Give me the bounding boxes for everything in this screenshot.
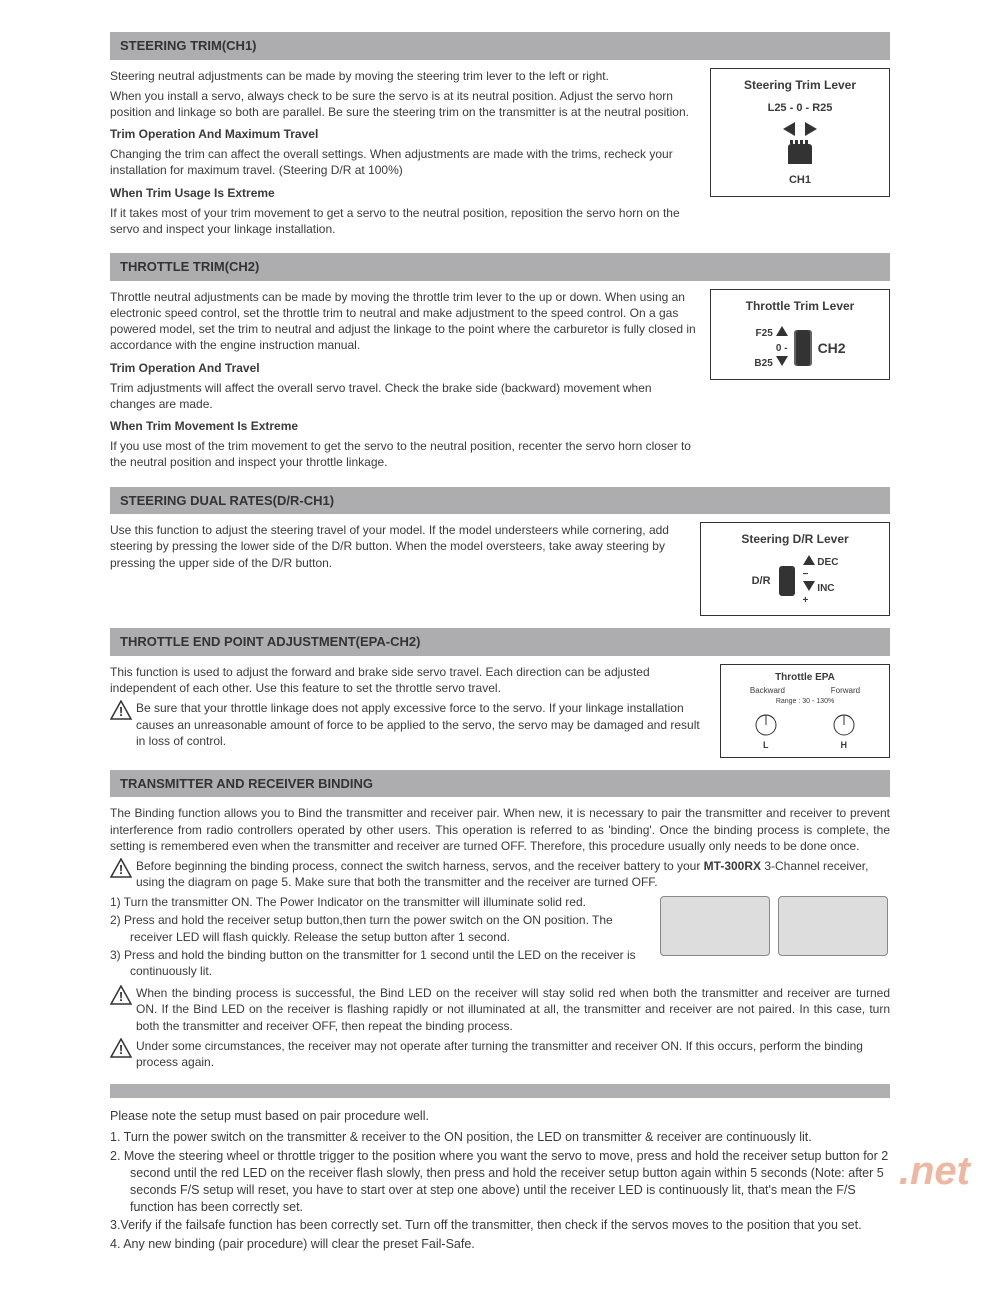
paragraph: Please note the setup must based on pair… bbox=[110, 1108, 890, 1125]
arrow-down-icon bbox=[803, 581, 815, 591]
label-h: H bbox=[841, 739, 848, 751]
warning-text: Be sure that your throttle linkage does … bbox=[136, 700, 706, 749]
arrow-down-icon bbox=[776, 356, 788, 366]
section-title-dual-rates: STEERING DUAL RATES(D/R-CH1) bbox=[110, 487, 890, 515]
dial-icons bbox=[727, 711, 883, 739]
section-title-epa: THROTTLE END POINT ADJUSTMENT(EPA-CH2) bbox=[110, 628, 890, 656]
warning-icon: ! bbox=[110, 858, 132, 878]
arrow-up-icon bbox=[776, 326, 788, 336]
epa-text: This function is used to adjust the forw… bbox=[110, 664, 706, 749]
list-item: 1) Turn the transmitter ON. The Power In… bbox=[110, 894, 644, 910]
list-item: 3) Press and hold the binding button on … bbox=[110, 947, 644, 979]
arrows-icon bbox=[719, 122, 881, 141]
steering-trim-text: Steering neutral adjustments can be made… bbox=[110, 68, 696, 242]
paragraph: If it takes most of your trim movement t… bbox=[110, 205, 696, 237]
label-range: Range : 30 - 130% bbox=[727, 697, 883, 706]
section-divider bbox=[110, 1084, 890, 1098]
label-inc: INC bbox=[817, 583, 834, 594]
svg-text:!: ! bbox=[119, 989, 123, 1004]
thumbwheel-icon bbox=[794, 330, 812, 366]
warning-text: When the binding process is successful, … bbox=[136, 985, 890, 1034]
subheading: Trim Operation And Travel bbox=[110, 360, 696, 376]
svg-text:!: ! bbox=[119, 1042, 123, 1057]
label-forward: Forward bbox=[831, 686, 860, 697]
diagram-title: Throttle Trim Lever bbox=[719, 298, 881, 314]
paragraph: This function is used to adjust the forw… bbox=[110, 664, 706, 696]
warning-icon: ! bbox=[110, 700, 132, 720]
paragraph: Use this function to adjust the steering… bbox=[110, 522, 686, 571]
warning-text: Under some circumstances, the receiver m… bbox=[136, 1038, 890, 1070]
epa-diagram: Throttle EPA Backward Forward Range : 30… bbox=[720, 664, 890, 758]
label-zero: 0 bbox=[776, 343, 782, 354]
diagram-range: L25 - 0 - R25 bbox=[719, 101, 881, 116]
failsafe-steps: 1. Turn the power switch on the transmit… bbox=[110, 1129, 890, 1253]
label-dr: D/R bbox=[752, 574, 771, 589]
binding-steps: 1) Turn the transmitter ON. The Power In… bbox=[110, 894, 644, 981]
diagram-channel: CH1 bbox=[719, 173, 881, 188]
diagram-title: Steering D/R Lever bbox=[709, 531, 881, 547]
gear-icon bbox=[719, 140, 881, 169]
receiver-diagrams bbox=[658, 894, 890, 958]
diagram-channel: CH2 bbox=[818, 339, 846, 358]
receiver-binding-image-icon bbox=[778, 896, 888, 956]
arrow-up-icon bbox=[803, 555, 815, 565]
warning-icon: ! bbox=[110, 985, 132, 1005]
paragraph: Trim adjustments will affect the overall… bbox=[110, 380, 696, 412]
label-f25: F25 bbox=[756, 328, 773, 339]
diagram-title: Steering Trim Lever bbox=[719, 77, 881, 93]
subheading: When Trim Usage Is Extreme bbox=[110, 185, 696, 201]
label-b25: B25 bbox=[754, 358, 772, 369]
subheading: Trim Operation And Maximum Travel bbox=[110, 126, 696, 142]
thumbwheel-icon bbox=[779, 566, 795, 596]
section-title-binding: TRANSMITTER AND RECEIVER BINDING bbox=[110, 770, 890, 798]
svg-text:!: ! bbox=[119, 862, 123, 877]
throttle-trim-diagram: Throttle Trim Lever F25 0 - B25 CH2 bbox=[710, 289, 890, 380]
paragraph: If you use most of the trim movement to … bbox=[110, 438, 696, 470]
svg-text:!: ! bbox=[119, 704, 123, 719]
subheading: When Trim Movement Is Extreme bbox=[110, 418, 696, 434]
throttle-trim-text: Throttle neutral adjustments can be made… bbox=[110, 289, 696, 475]
diagram-title: Throttle EPA bbox=[727, 671, 883, 685]
list-item: 1. Turn the power switch on the transmit… bbox=[110, 1129, 890, 1146]
warning-text: Before beginning the binding process, co… bbox=[136, 858, 890, 890]
receiver-image-icon bbox=[660, 896, 770, 956]
paragraph: Throttle neutral adjustments can be made… bbox=[110, 289, 696, 354]
label-l: L bbox=[763, 739, 769, 751]
failsafe-text: Please note the setup must based on pair… bbox=[110, 1108, 890, 1253]
label-plus: + bbox=[803, 595, 809, 606]
paragraph: The Binding function allows you to Bind … bbox=[110, 805, 890, 854]
label-dec: DEC bbox=[817, 557, 838, 568]
section-title-throttle-trim: THROTTLE TRIM(CH2) bbox=[110, 253, 890, 281]
dual-rates-diagram: Steering D/R Lever D/R DEC− INC + bbox=[700, 522, 890, 616]
model-name: MT-300RX bbox=[704, 859, 761, 873]
section-title-steering-trim: STEERING TRIM(CH1) bbox=[110, 32, 890, 60]
steering-trim-diagram: Steering Trim Lever L25 - 0 - R25 CH1 bbox=[710, 68, 890, 198]
list-item: 2. Move the steering wheel or throttle t… bbox=[110, 1148, 890, 1216]
paragraph: Changing the trim can affect the overall… bbox=[110, 146, 696, 178]
list-item: 3.Verify if the failsafe function has be… bbox=[110, 1217, 890, 1234]
list-item: 2) Press and hold the receiver setup but… bbox=[110, 912, 644, 944]
paragraph: When you install a servo, always check t… bbox=[110, 88, 696, 120]
warning-icon: ! bbox=[110, 1038, 132, 1058]
binding-text: The Binding function allows you to Bind … bbox=[110, 805, 890, 1070]
paragraph: Steering neutral adjustments can be made… bbox=[110, 68, 696, 84]
label-minus: − bbox=[803, 569, 809, 580]
list-item: 4. Any new binding (pair procedure) will… bbox=[110, 1236, 890, 1253]
dual-rates-text: Use this function to adjust the steering… bbox=[110, 522, 686, 575]
label-backward: Backward bbox=[750, 686, 785, 697]
